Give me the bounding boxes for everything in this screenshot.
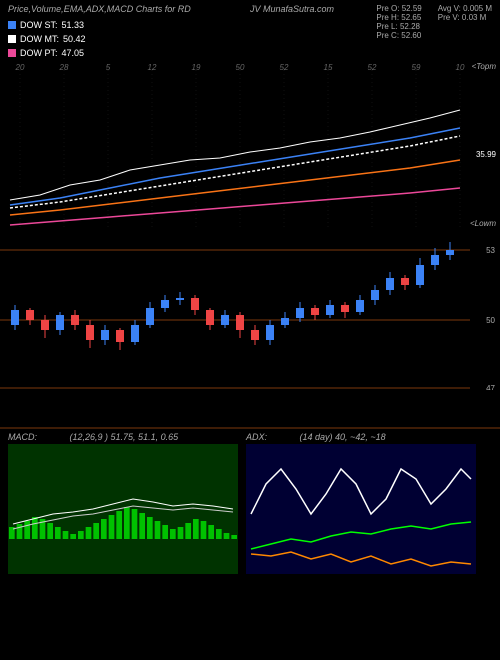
title-left: Price,Volume,EMA,ADX,MACD Charts for RD — [8, 4, 191, 14]
volume-chart — [0, 390, 500, 430]
svg-text:50: 50 — [236, 63, 245, 72]
macd-label: MACD: — [8, 432, 37, 442]
legend-dow-pt: DOW PT: 47.05 — [8, 48, 84, 58]
top-tag: <Topm — [472, 62, 496, 71]
svg-text:15: 15 — [324, 63, 333, 72]
svg-text:52: 52 — [368, 63, 377, 72]
svg-text:20: 20 — [15, 63, 25, 72]
legend-swatch-pt — [8, 49, 16, 57]
svg-text:52: 52 — [280, 63, 289, 72]
bot-tag: <Lowm — [470, 219, 496, 228]
legend-dow-st: DOW ST: 51.33 — [8, 20, 84, 30]
svg-text:5: 5 — [106, 63, 111, 72]
svg-text:50: 50 — [486, 316, 495, 325]
svg-text:10: 10 — [456, 63, 465, 72]
adx-label: ADX: — [246, 432, 267, 442]
svg-text:59: 59 — [412, 63, 421, 72]
legend-swatch-st — [8, 21, 16, 29]
macd-chart — [8, 444, 238, 574]
legend-swatch-mt — [8, 35, 16, 43]
price-ema-chart: 20 28 5 12 19 50 52 15 52 59 10 35.99 <Topm <Lowm — [0, 60, 500, 230]
svg-text:53: 53 — [486, 246, 495, 255]
adx-chart — [246, 444, 476, 574]
sub-labels-row: MACD: (12,26,9 ) 51.75, 51.1, 0.65 ADX: … — [0, 430, 500, 444]
svg-text:28: 28 — [59, 63, 69, 72]
legend-dow-mt: DOW MT: 50.42 — [8, 34, 86, 44]
price-label: 35.99 — [476, 150, 496, 159]
legend-row-3: DOW PT: 47.05 — [0, 46, 500, 60]
macd-params: (12,26,9 ) 51.75, 51.1, 0.65 — [70, 432, 179, 442]
svg-text:12: 12 — [148, 63, 157, 72]
info-block: Pre O: 52.59 Pre H: 52.65 Pre L: 52.28 P… — [376, 4, 492, 40]
sub-charts-row — [0, 444, 500, 574]
svg-text:19: 19 — [192, 63, 201, 72]
candle-chart: 535047 — [0, 230, 500, 390]
title-right: JV MunafaSutra.com — [250, 4, 334, 14]
adx-params: (14 day) 40, ~42, ~18 — [300, 432, 386, 442]
